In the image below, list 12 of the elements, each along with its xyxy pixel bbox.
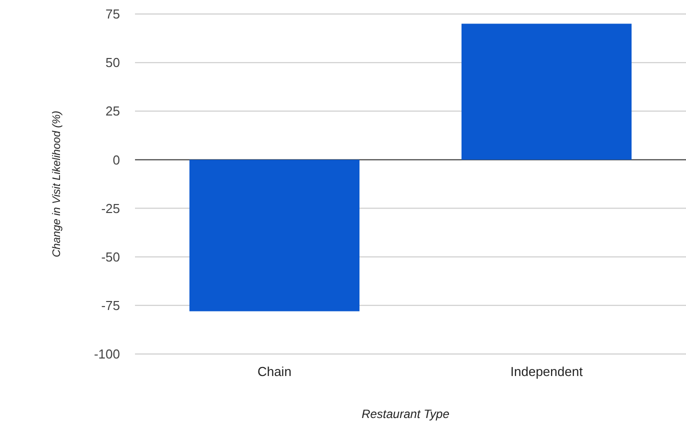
x-tick-label: Independent [510, 364, 584, 379]
y-tick-label: 0 [112, 152, 120, 168]
x-axis-title: Restaurant Type [362, 407, 450, 421]
y-axis-title: Change in Visit Likelihood (%) [51, 110, 63, 258]
y-tick-label: -25 [101, 200, 120, 216]
x-tick-label: Chain [257, 364, 292, 379]
y-tick-label: 50 [106, 55, 120, 70]
y-tick-label: 25 [106, 104, 120, 119]
y-tick-label: 75 [106, 6, 120, 22]
y-tick-label: -50 [101, 249, 120, 264]
y-tick-label: -100 [94, 346, 120, 362]
y-tick-label: -75 [101, 298, 120, 313]
